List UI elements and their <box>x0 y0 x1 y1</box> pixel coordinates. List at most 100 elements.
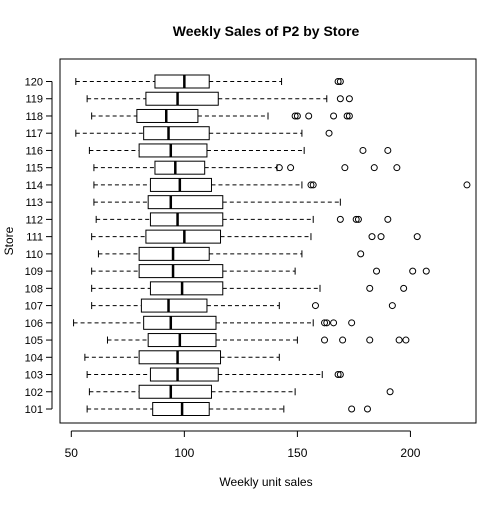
store-box-119 <box>86 91 353 106</box>
outlier-point <box>348 405 356 413</box>
store-box-114 <box>93 177 471 192</box>
outlier-point <box>330 319 338 327</box>
outlier-point <box>336 215 344 223</box>
store-box-105 <box>106 333 410 348</box>
y-tick-label: 107 <box>25 301 43 313</box>
store-box-115 <box>93 160 401 175</box>
plot-frame <box>59 58 477 424</box>
iqr-box <box>145 91 219 106</box>
store-box-120 <box>75 74 344 89</box>
store-box-104 <box>84 350 280 365</box>
store-box-106 <box>73 315 356 330</box>
iqr-box <box>154 160 206 175</box>
x-tick-label: 100 <box>174 446 194 460</box>
outlier-point <box>309 181 317 189</box>
iqr-box <box>149 281 224 296</box>
store-box-101 <box>86 402 371 416</box>
outlier-point <box>293 112 301 120</box>
outlier-point <box>339 336 347 344</box>
outlier-point <box>341 164 349 172</box>
outlier-point <box>334 371 342 379</box>
iqr-box <box>138 143 208 158</box>
y-tick-label: 118 <box>25 111 43 123</box>
outlier-point <box>330 112 338 120</box>
boxes-group <box>73 74 471 416</box>
outlier-point <box>348 319 356 327</box>
y-tick-label: 115 <box>25 163 43 175</box>
outlier-point <box>321 319 329 327</box>
outlier-point <box>345 112 353 120</box>
outlier-point <box>366 336 374 344</box>
outlier-point <box>363 405 371 413</box>
outlier-point <box>402 336 410 344</box>
store-box-113 <box>93 195 341 210</box>
outlier-point <box>409 267 417 275</box>
outlier-point <box>275 164 283 172</box>
outlier-point <box>384 215 392 223</box>
outlier-point <box>321 336 329 344</box>
store-box-112 <box>95 212 392 227</box>
y-tick-label: 108 <box>25 283 43 295</box>
outlier-point <box>345 95 353 103</box>
y-tick-label: 119 <box>25 94 43 106</box>
store-box-116 <box>88 143 392 158</box>
y-tick-label: 101 <box>25 404 43 416</box>
store-box-109 <box>91 264 430 279</box>
y-tick-label: 111 <box>26 232 43 244</box>
outlier-point <box>343 112 351 120</box>
outlier-point <box>354 215 362 223</box>
outlier-point <box>384 146 392 154</box>
store-box-110 <box>97 246 365 261</box>
y-tick-label: 114 <box>25 180 43 192</box>
outlier-point <box>336 95 344 103</box>
outlier-point <box>311 302 319 310</box>
x-tick-label: 200 <box>400 446 420 460</box>
outlier-point <box>291 112 299 120</box>
outlier-point <box>370 164 378 172</box>
x-axis: 50 100 150 200 <box>65 430 421 460</box>
outlier-point <box>388 302 396 310</box>
outlier-point <box>400 284 408 292</box>
outlier-point <box>305 112 313 120</box>
outlier-point <box>352 215 360 223</box>
outlier-point <box>386 388 394 396</box>
outlier-point <box>323 319 331 327</box>
y-tick-label: 120 <box>25 77 43 89</box>
iqr-box <box>149 367 219 382</box>
iqr-box <box>140 298 208 313</box>
outlier-point <box>373 267 381 275</box>
iqr-box <box>143 126 210 141</box>
chart-title: Weekly Sales of P2 by Store <box>173 23 360 39</box>
iqr-box <box>143 315 217 330</box>
outlier-point <box>395 336 403 344</box>
iqr-box <box>138 384 212 399</box>
x-tick-label: 50 <box>65 446 79 460</box>
y-axis: 101 102 103 104 105 106 107 108 109 110 111 112 113 1… <box>25 77 53 416</box>
iqr-box <box>138 264 224 279</box>
store-box-111 <box>91 229 421 244</box>
y-tick-label: 102 <box>25 387 43 399</box>
store-box-107 <box>91 298 396 313</box>
iqr-box <box>154 74 210 89</box>
outlier-point <box>422 267 430 275</box>
outlier-point <box>307 181 315 189</box>
y-tick-label: 116 <box>25 145 43 157</box>
outlier-point <box>357 250 365 258</box>
outlier-point <box>287 164 295 172</box>
store-box-118 <box>91 108 353 123</box>
x-axis-label: Weekly unit sales <box>219 475 312 489</box>
y-tick-label: 105 <box>25 335 43 347</box>
y-tick-label: 104 <box>25 352 43 364</box>
y-tick-label: 112 <box>25 214 43 226</box>
outlier-point <box>359 146 367 154</box>
y-tick-label: 110 <box>25 249 43 261</box>
outlier-point <box>325 129 333 137</box>
outlier-point <box>393 164 401 172</box>
store-box-117 <box>75 126 333 141</box>
y-tick-label: 113 <box>25 197 43 209</box>
outlier-point <box>366 284 374 292</box>
iqr-box <box>147 195 224 210</box>
y-tick-label: 103 <box>25 370 43 382</box>
